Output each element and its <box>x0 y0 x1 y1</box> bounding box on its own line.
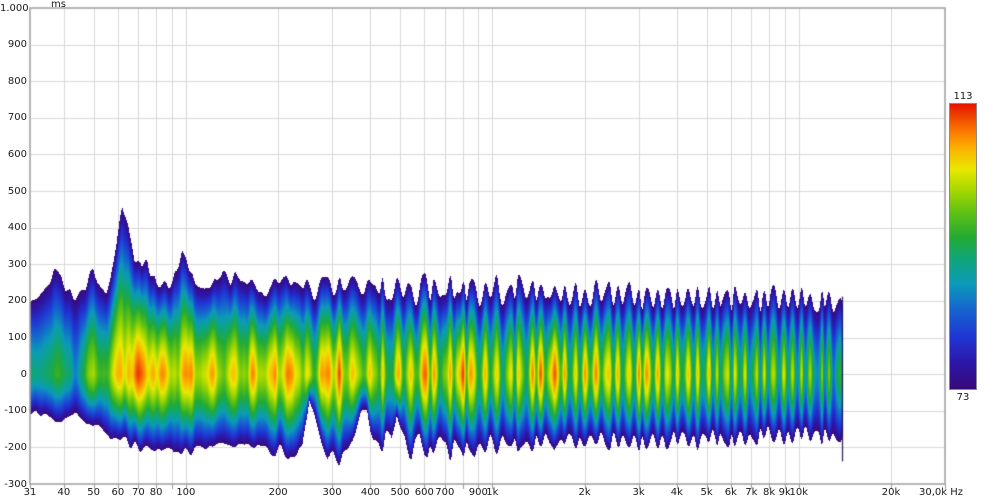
y-tick-label: 700 <box>7 112 27 124</box>
x-tick-label: 900 <box>468 487 488 498</box>
x-tick-label: 8k <box>763 487 776 498</box>
x-tick-label: 300 <box>322 487 342 498</box>
x-tick-label: 10k <box>789 487 809 498</box>
y-tick-label: -300 <box>4 478 27 490</box>
y-tick-label: 600 <box>7 148 27 160</box>
x-tick-label: 9k <box>778 487 791 498</box>
x-tick-label: 200 <box>268 487 288 498</box>
x-tick-label: 400 <box>360 487 380 498</box>
y-tick-label: 300 <box>7 258 27 270</box>
y-tick-label: -100 <box>4 405 27 417</box>
colorbar-legend <box>949 103 977 390</box>
x-tick-label: 1k <box>486 487 499 498</box>
x-tick-label: 100 <box>176 487 196 498</box>
x-tick-label: 5k <box>700 487 713 498</box>
y-tick-label: 800 <box>7 75 27 87</box>
x-tick-label: 7k <box>745 487 758 498</box>
y-tick-label: 900 <box>7 39 27 51</box>
x-tick-label: 20k <box>881 487 901 498</box>
y-axis-unit-label: ms <box>51 0 66 10</box>
x-tick-label: 30,0k Hz <box>918 487 964 498</box>
x-tick-label: 50 <box>87 487 100 498</box>
colorbar-min-label: 73 <box>956 392 970 403</box>
x-tick-label: 3k <box>632 487 645 498</box>
y-tick-label: 0 <box>20 368 27 380</box>
y-tick-label: 200 <box>7 295 27 307</box>
x-tick-label: 4k <box>670 487 683 498</box>
x-tick-label: 500 <box>390 487 410 498</box>
x-tick-label: 80 <box>149 487 163 498</box>
y-tick-label: -200 <box>4 441 27 453</box>
x-tick-label: 2k <box>578 487 591 498</box>
y-tick-label: 1.000 <box>0 2 29 14</box>
x-tick-label: 6k <box>724 487 737 498</box>
x-tick-label: 700 <box>435 487 455 498</box>
x-tick-label: 70 <box>132 487 145 498</box>
y-tick-label: 500 <box>7 185 27 197</box>
colorbar-max-label: 113 <box>953 91 973 102</box>
y-tick-label: 100 <box>7 332 27 344</box>
y-tick-label: 400 <box>7 222 27 234</box>
x-tick-label: 40 <box>57 487 71 498</box>
x-tick-label: 31 <box>23 487 37 498</box>
x-tick-label: 60 <box>111 487 125 498</box>
x-tick-label: 600 <box>414 487 434 498</box>
